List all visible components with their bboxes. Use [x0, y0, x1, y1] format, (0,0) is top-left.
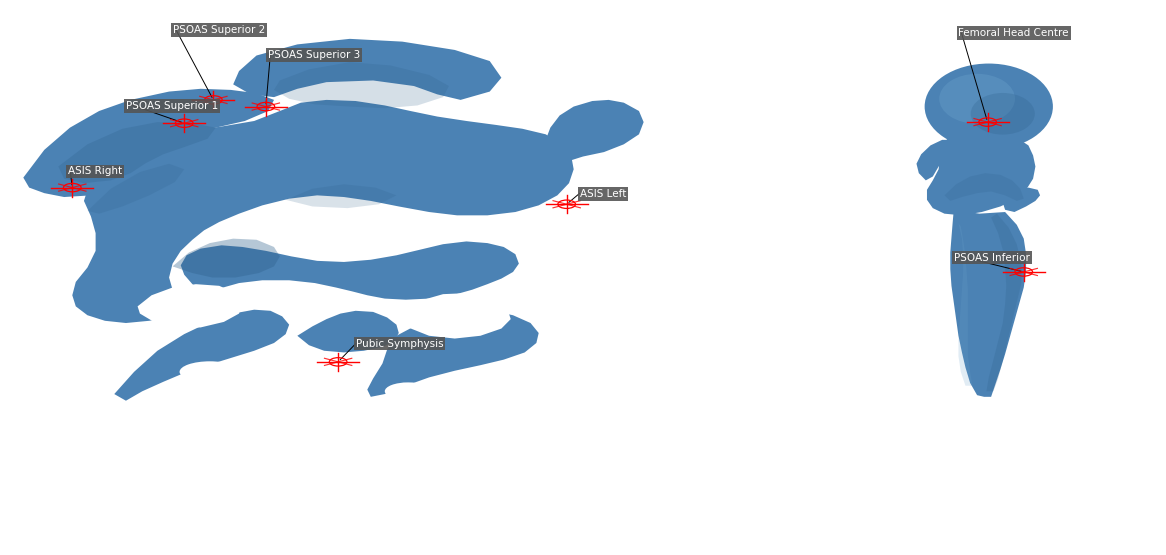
- Polygon shape: [173, 239, 280, 278]
- Text: Pubic Symphysis: Pubic Symphysis: [356, 339, 443, 349]
- Polygon shape: [950, 210, 1026, 397]
- Polygon shape: [87, 164, 184, 214]
- Text: ASIS Left: ASIS Left: [580, 189, 626, 199]
- Text: Femoral Head Centre: Femoral Head Centre: [958, 28, 1069, 38]
- Ellipse shape: [925, 63, 1053, 149]
- Ellipse shape: [180, 361, 240, 382]
- Polygon shape: [942, 132, 1028, 188]
- Ellipse shape: [970, 93, 1035, 134]
- Ellipse shape: [940, 74, 1014, 124]
- Polygon shape: [286, 184, 396, 208]
- Text: PSOAS Superior 3: PSOAS Superior 3: [268, 50, 360, 60]
- Polygon shape: [916, 140, 958, 180]
- Text: PSOAS Inferior: PSOAS Inferior: [954, 253, 1030, 263]
- Ellipse shape: [385, 382, 431, 400]
- Polygon shape: [138, 284, 243, 327]
- Polygon shape: [114, 310, 289, 401]
- Ellipse shape: [150, 395, 195, 410]
- Polygon shape: [297, 311, 399, 352]
- Polygon shape: [958, 223, 972, 386]
- Polygon shape: [181, 241, 519, 300]
- Polygon shape: [23, 89, 274, 197]
- Polygon shape: [944, 173, 1024, 201]
- Polygon shape: [1003, 188, 1040, 212]
- Polygon shape: [927, 130, 1035, 215]
- Polygon shape: [399, 293, 511, 339]
- Text: PSOAS Superior 1: PSOAS Superior 1: [126, 101, 218, 111]
- Polygon shape: [274, 62, 449, 108]
- Polygon shape: [72, 100, 574, 323]
- Text: ASIS Right: ASIS Right: [68, 166, 121, 176]
- Polygon shape: [367, 311, 539, 397]
- Polygon shape: [233, 39, 501, 100]
- Polygon shape: [986, 214, 1021, 391]
- Text: PSOAS Superior 2: PSOAS Superior 2: [173, 25, 265, 35]
- Polygon shape: [58, 122, 216, 183]
- Polygon shape: [536, 100, 644, 171]
